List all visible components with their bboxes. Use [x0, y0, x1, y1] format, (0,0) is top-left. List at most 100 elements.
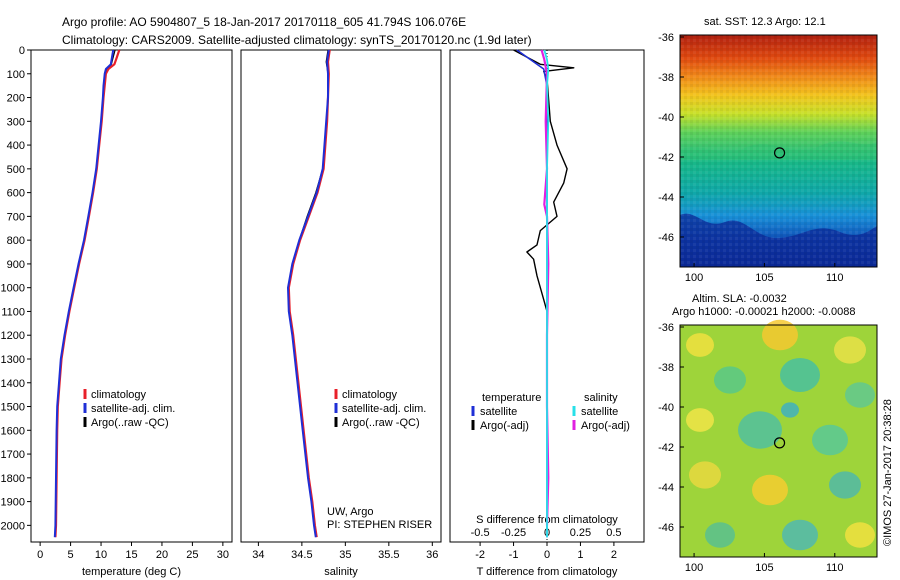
map-x-tick-label: 100	[685, 562, 703, 574]
depth-tick-label: 1200	[1, 330, 25, 342]
x-tick-label: -1	[509, 549, 519, 561]
sla-anomaly	[812, 424, 848, 456]
map-y-tick-label: -44	[658, 482, 674, 494]
depth-tick-label: 700	[7, 211, 25, 223]
sla-anomaly	[714, 366, 746, 394]
argo-float-marker	[773, 147, 786, 159]
x-tick-label: 0	[37, 549, 43, 561]
map-y-tick-label: -38	[658, 362, 674, 374]
legend-title-temperature: temperature	[482, 392, 541, 404]
legend-entry: climatology	[342, 389, 398, 401]
sst-map: sat. SST: 12.3 Argo: 12.1 100 105 110 -36 -3…	[658, 16, 878, 284]
x-axis-label: temperature (deg C)	[82, 566, 181, 578]
legend-entry: satellite	[581, 406, 618, 418]
depth-tick-label: 200	[7, 93, 25, 105]
legend-entry: climatology	[91, 389, 147, 401]
depth-tick-label: 400	[7, 140, 25, 152]
sla-map-axes: 100 105 110 -36 -38 -40 -42 -44 -46	[658, 322, 843, 574]
pi-annotation: UW, Argo	[327, 506, 373, 518]
header-line1: Argo profile: AO 5904807_5 18-Jan-2017 2…	[62, 15, 466, 29]
sla-anomaly-blobs	[686, 319, 875, 551]
x-tick-label: 10	[95, 549, 107, 561]
legend-entry: satellite-adj. clim.	[342, 403, 426, 415]
sla-anomaly	[782, 519, 818, 551]
depth-tick-label: 1700	[1, 449, 25, 461]
map-x-tick-label: 100	[685, 272, 703, 284]
sst-map-axes: 100 105 110 -36 -38 -40 -42 -44 -46	[658, 32, 843, 284]
x-tick-label: 2	[611, 549, 617, 561]
x-axis-label: salinity	[324, 566, 358, 578]
map-y-tick-label: -40	[658, 112, 674, 124]
sla-map: Altim. SLA: -0.0032 Argo h1000: -0.00021…	[658, 293, 878, 574]
x-tick-label: 34	[252, 549, 264, 561]
depth-tick-label: 1600	[1, 425, 25, 437]
depth-tick-label: 1300	[1, 354, 25, 366]
legend-entry: satellite	[480, 406, 517, 418]
depth-tick-label: 1100	[1, 306, 25, 318]
sla-map-frame	[679, 324, 878, 558]
series-line-temperature-argo-adj-	[513, 49, 575, 312]
depth-tick-label: 1800	[1, 473, 25, 485]
series-line-salinity-satellite	[543, 49, 550, 538]
sla-anomaly	[689, 461, 721, 489]
pi-annotation: PI: STEPHEN RISER	[327, 519, 432, 531]
x-tick-label: 5	[68, 549, 74, 561]
map-x-tick-label: 105	[755, 272, 773, 284]
sla-anomaly	[781, 402, 799, 418]
x-tick-label: 35	[339, 549, 351, 561]
sla-anomaly	[780, 358, 820, 392]
sla-anomaly	[686, 333, 714, 357]
x-tick-label: 1	[577, 549, 583, 561]
argo-float-marker	[773, 437, 786, 449]
sla-anomaly	[762, 319, 798, 351]
x-tick-label: 30	[217, 549, 229, 561]
profile-plots: 0100200300400500600700800900100011001200…	[1, 45, 630, 578]
sla-map-subtitle: Argo h1000: -0.00021 h2000: -0.0088	[672, 306, 855, 318]
depth-tick-label: 600	[7, 188, 25, 200]
x-axis-label: T difference from climatology	[477, 566, 618, 578]
depth-tick-label: 800	[7, 235, 25, 247]
map-y-tick-label: -44	[658, 192, 674, 204]
depth-tick-label: 100	[7, 69, 25, 81]
sla-anomaly	[752, 474, 788, 506]
x-tick-label: 0	[544, 549, 550, 561]
map-y-tick-label: -38	[658, 72, 674, 84]
x-tick-label: 25	[186, 549, 198, 561]
depth-tick-label: 1400	[1, 378, 25, 390]
imos-credit: ©IMOS 27-Jan-2017 20:38:28	[882, 399, 894, 546]
legend-entry: Argo(..raw -QC)	[342, 417, 420, 429]
map-y-tick-label: -42	[658, 152, 674, 164]
series-line-satellite-adj-clim-	[287, 49, 330, 538]
x2-tick-label: -0.25	[501, 527, 526, 539]
depth-tick-label: 0	[19, 45, 25, 57]
legend-entry: Argo(..raw -QC)	[91, 417, 169, 429]
map-y-tick-label: -40	[658, 402, 674, 414]
x-tick-label: 35.5	[378, 549, 399, 561]
sla-map-title: Altim. SLA: -0.0032	[692, 293, 787, 305]
sla-anomaly	[845, 522, 875, 548]
x-tick-label: 15	[125, 549, 137, 561]
x-tick-label: -2	[475, 549, 485, 561]
depth-tick-label: 900	[7, 259, 25, 271]
sla-anomaly	[829, 471, 861, 499]
legend-entry: Argo(-adj)	[581, 420, 630, 432]
sst-texture	[680, 35, 877, 267]
depth-tick-label: 1900	[1, 497, 25, 509]
depth-tick-label: 1000	[1, 283, 25, 295]
depth-tick-label: 1500	[1, 402, 25, 414]
x-tick-label: 36	[426, 549, 438, 561]
map-x-tick-label: 110	[826, 562, 844, 574]
map-x-tick-label: 105	[755, 562, 773, 574]
sst-map-title: sat. SST: 12.3 Argo: 12.1	[704, 16, 826, 28]
sla-anomaly	[705, 522, 735, 548]
legend-title-salinity: salinity	[584, 392, 618, 404]
sla-anomaly	[834, 336, 866, 364]
series-line-satellite-adj-clim-	[53, 49, 115, 538]
sla-anomaly	[738, 411, 782, 449]
x-tick-label: 20	[156, 549, 168, 561]
x2-tick-label: 0.5	[606, 527, 621, 539]
temperature-panel	[30, 49, 233, 543]
map-y-tick-label: -42	[658, 442, 674, 454]
header-line2: Climatology: CARS2009. Satellite-adjuste…	[62, 33, 532, 47]
